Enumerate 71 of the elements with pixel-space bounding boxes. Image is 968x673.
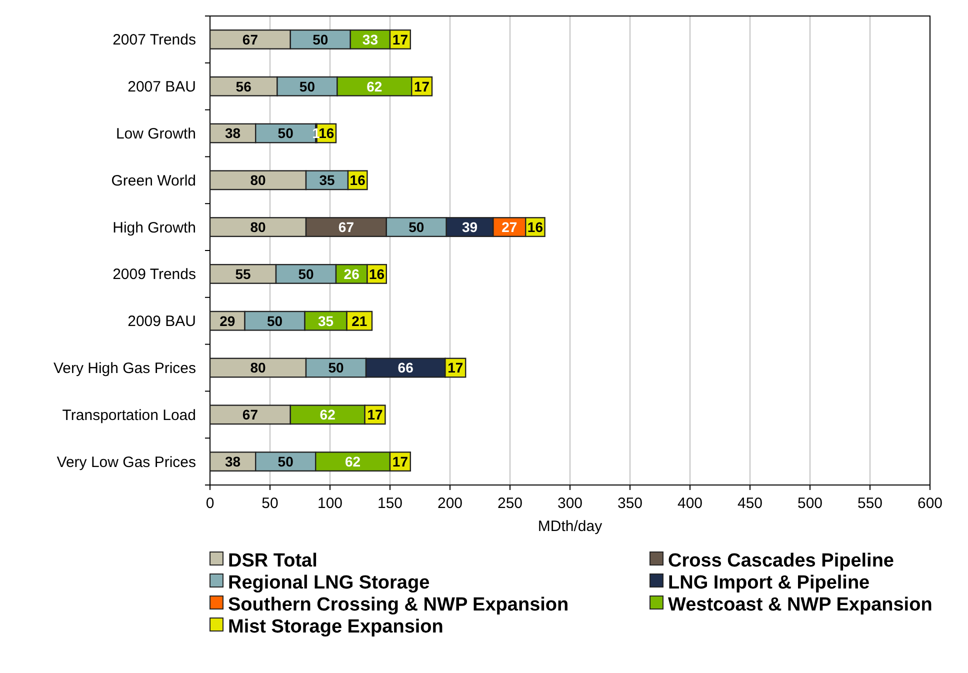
data-label: 33 (362, 31, 378, 48)
data-label: 29 (220, 312, 236, 329)
data-label: 35 (318, 312, 334, 329)
y-tick-label: 2009 BAU (128, 313, 196, 330)
data-label: 17 (448, 360, 464, 376)
y-tick-label: High Growth (112, 219, 196, 236)
data-label: 67 (242, 406, 258, 423)
x-tick-label: 100 (317, 495, 343, 512)
data-label: 21 (352, 312, 368, 329)
x-tick-label: 500 (797, 495, 823, 512)
data-label: 17 (392, 453, 408, 470)
x-tick-label: 300 (557, 495, 583, 512)
data-label: 50 (298, 266, 314, 282)
y-tick-label: Transportation Load (62, 406, 196, 424)
legend-label: Westcoast & NWP Expansion (668, 594, 932, 616)
data-label: 17 (367, 406, 383, 423)
y-tick-label: 2009 Trends (112, 266, 196, 284)
x-tick-label: 0 (206, 495, 214, 512)
x-tick-label: 600 (917, 495, 943, 512)
x-tick-label: 350 (617, 495, 643, 512)
data-label: 50 (312, 31, 328, 48)
data-label: 62 (366, 78, 382, 94)
x-tick-label: 200 (437, 495, 463, 512)
data-label: 67 (242, 31, 258, 48)
data-label: 50 (278, 125, 294, 142)
y-tick-label: 2007 Trends (112, 32, 196, 49)
data-label: 55 (235, 266, 251, 282)
data-label: 17 (392, 31, 408, 48)
data-label: 66 (398, 360, 414, 376)
data-label: 80 (250, 360, 266, 376)
data-label: 67 (338, 218, 354, 235)
data-label: 80 (250, 172, 266, 188)
data-label: 56 (236, 78, 252, 94)
data-label: 50 (299, 78, 316, 94)
x-tick-label: 150 (377, 495, 403, 512)
data-label: 16 (527, 218, 544, 235)
data-label: 50 (267, 312, 283, 329)
data-label: 27 (502, 218, 518, 235)
x-tick-label: 50 (262, 495, 278, 512)
y-tick-label: Green World (111, 172, 196, 190)
legend-label: Regional LNG Storage (228, 572, 430, 594)
data-label: 39 (462, 218, 478, 235)
data-label: 50 (278, 453, 294, 470)
data-label: 38 (225, 125, 241, 142)
x-tick-label: 450 (737, 495, 763, 512)
legend-label: Southern Crossing & NWP Expansion (228, 594, 569, 616)
data-label: 16 (318, 125, 334, 142)
x-tick-label: 550 (857, 495, 883, 512)
x-tick-label: 400 (677, 495, 703, 512)
data-label: 38 (225, 453, 241, 470)
data-label: 62 (345, 453, 361, 470)
y-tick-label: 2007 BAU (128, 78, 196, 96)
y-tick-label: Low Growth (116, 126, 196, 142)
data-label: 50 (328, 360, 344, 376)
data-label: 26 (344, 266, 360, 282)
data-label: 62 (320, 406, 336, 423)
data-label: 16 (369, 266, 385, 282)
y-tick-label: Very High Gas Prices (53, 360, 196, 377)
legend-label: Mist Storage Expansion (228, 616, 444, 638)
data-label: 1 (312, 125, 320, 142)
legend-label: LNG Import & Pipeline (668, 572, 870, 594)
y-tick-label: Very Low Gas Prices (56, 454, 196, 471)
data-label: 50 (408, 218, 424, 235)
x-tick-label: 250 (497, 495, 523, 512)
legend-label: DSR Total (228, 550, 318, 572)
data-label: 35 (319, 172, 335, 188)
x-axis-title: MDth/day (538, 518, 603, 535)
data-label: 16 (350, 172, 366, 188)
data-label: 17 (414, 78, 430, 94)
legend-label: Cross Cascades Pipeline (668, 550, 894, 572)
data-label: 80 (250, 218, 266, 235)
